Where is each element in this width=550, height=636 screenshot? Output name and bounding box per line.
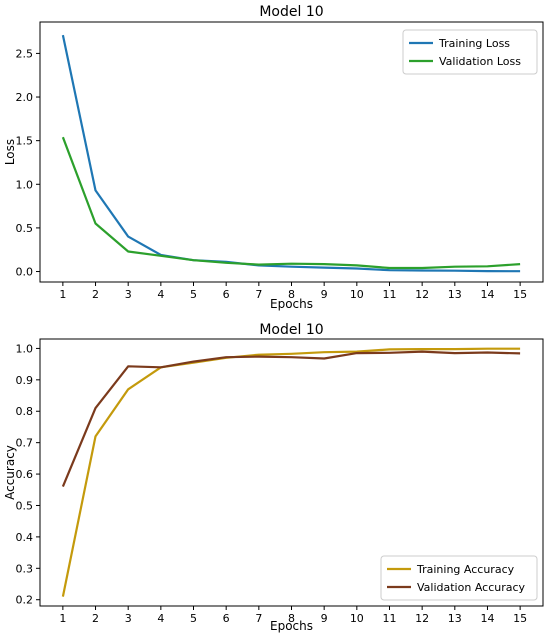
accuracy-y-tick-label: 0.6: [16, 468, 34, 481]
accuracy-x-tick-label: 10: [350, 612, 364, 625]
loss-x-tick-label: 15: [513, 288, 527, 301]
accuracy-y-tick-label: 0.8: [16, 405, 34, 418]
accuracy-x-tick-label: 6: [223, 612, 230, 625]
accuracy-legend-label: Validation Accuracy: [417, 581, 526, 594]
loss-legend-label: Validation Loss: [439, 55, 521, 68]
accuracy-x-tick-label: 15: [513, 612, 527, 625]
accuracy-legend: [380, 555, 538, 601]
loss-legend: [402, 29, 538, 75]
accuracy-y-tick-label: 0.7: [16, 437, 34, 450]
loss-series-line-training: [61, 34, 521, 273]
loss-y-tick-label: 2.0: [16, 91, 34, 104]
loss-x-tick-label: 8: [288, 288, 295, 301]
loss-x-tick-label: 1: [59, 288, 66, 301]
loss-y-axis-label: Loss: [3, 139, 17, 165]
accuracy-x-tick-label: 3: [125, 612, 132, 625]
accuracy-series-line-training: [61, 347, 521, 597]
loss-y-tick-label: 1.0: [16, 178, 34, 191]
accuracy-x-tick-label: 2: [92, 612, 99, 625]
accuracy-x-tick-label: 7: [255, 612, 262, 625]
accuracy-x-tick-label: 8: [288, 612, 295, 625]
accuracy-x-tick-label: 5: [190, 612, 197, 625]
loss-series-line-validation: [61, 136, 521, 270]
loss-x-tick-label: 9: [321, 288, 328, 301]
accuracy-x-tick-label: 14: [480, 612, 494, 625]
accuracy-y-tick-label: 0.2: [16, 594, 34, 607]
accuracy-y-tick-label: 0.3: [16, 562, 34, 575]
loss-chart-title: Model 10: [259, 4, 323, 20]
accuracy-y-axis-label: Accuracy: [3, 445, 17, 500]
loss-x-tick-label: 13: [448, 288, 462, 301]
loss-x-tick-label: 4: [157, 288, 164, 301]
accuracy-chart: Model 101 2 3 4 5 6 7 8 9 10 11 12 13 14 150.20.30.40.…: [3, 322, 544, 633]
loss-x-tick-label: 6: [223, 288, 230, 301]
loss-y-tick-label: 1.5: [16, 135, 34, 148]
loss-x-tick-label: 5: [190, 288, 197, 301]
accuracy-x-axis-label: Epochs: [270, 619, 313, 633]
accuracy-x-tick-label: 13: [448, 612, 462, 625]
loss-x-tick-label: 10: [350, 288, 364, 301]
loss-legend-label: Training Loss: [438, 37, 510, 50]
accuracy-y-tick-label: 0.5: [16, 499, 34, 512]
accuracy-series-line-validation: [61, 350, 521, 488]
loss-x-axis-label: Epochs: [270, 297, 313, 311]
loss-x-tick-label: 14: [480, 288, 494, 301]
accuracy-x-tick-label: 1: [59, 612, 66, 625]
accuracy-x-tick-label: 11: [382, 612, 396, 625]
accuracy-x-tick-label: 12: [415, 612, 429, 625]
loss-y-tick-label: 0.5: [16, 222, 34, 235]
loss-y-tick-label: 0.0: [16, 266, 34, 279]
loss-x-tick-label: 11: [382, 288, 396, 301]
loss-chart: Model 101 2 3 4 5 6 7 8 9 10 11 12 13 14 150.00.51.01.…: [3, 4, 544, 311]
accuracy-y-tick-label: 0.4: [16, 531, 34, 544]
loss-x-tick-label: 7: [255, 288, 262, 301]
accuracy-chart-title: Model 10: [259, 322, 323, 338]
loss-x-tick-label: 2: [92, 288, 99, 301]
accuracy-legend-label: Training Accuracy: [416, 563, 515, 576]
accuracy-x-tick-label: 4: [157, 612, 164, 625]
accuracy-y-tick-label: 0.9: [16, 374, 34, 387]
loss-x-tick-label: 12: [415, 288, 429, 301]
loss-y-tick-label: 2.5: [16, 47, 34, 60]
accuracy-y-tick-label: 1.0: [16, 342, 34, 355]
loss-x-tick-label: 3: [125, 288, 132, 301]
accuracy-x-tick-label: 9: [321, 612, 328, 625]
